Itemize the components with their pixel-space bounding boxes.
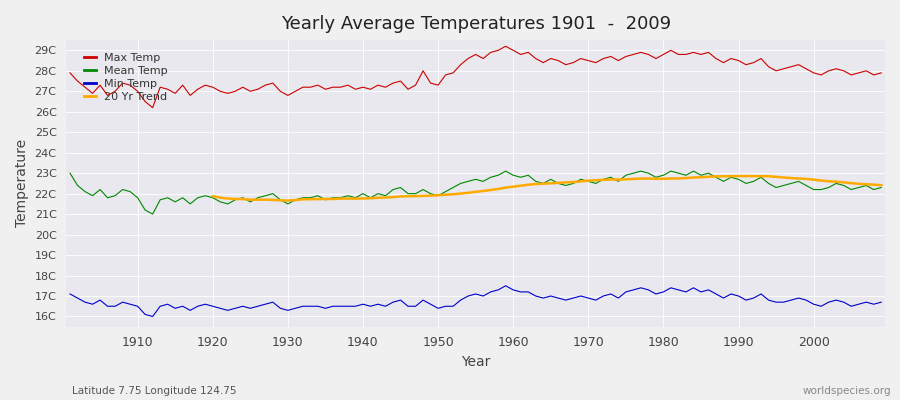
Y-axis label: Temperature: Temperature [15,139,29,228]
Text: worldspecies.org: worldspecies.org [803,386,891,396]
Legend: Max Temp, Mean Temp, Min Temp, 20 Yr Trend: Max Temp, Mean Temp, Min Temp, 20 Yr Tre… [80,48,173,106]
Title: Yearly Average Temperatures 1901  -  2009: Yearly Average Temperatures 1901 - 2009 [281,15,670,33]
Text: Latitude 7.75 Longitude 124.75: Latitude 7.75 Longitude 124.75 [72,386,237,396]
X-axis label: Year: Year [461,355,491,369]
